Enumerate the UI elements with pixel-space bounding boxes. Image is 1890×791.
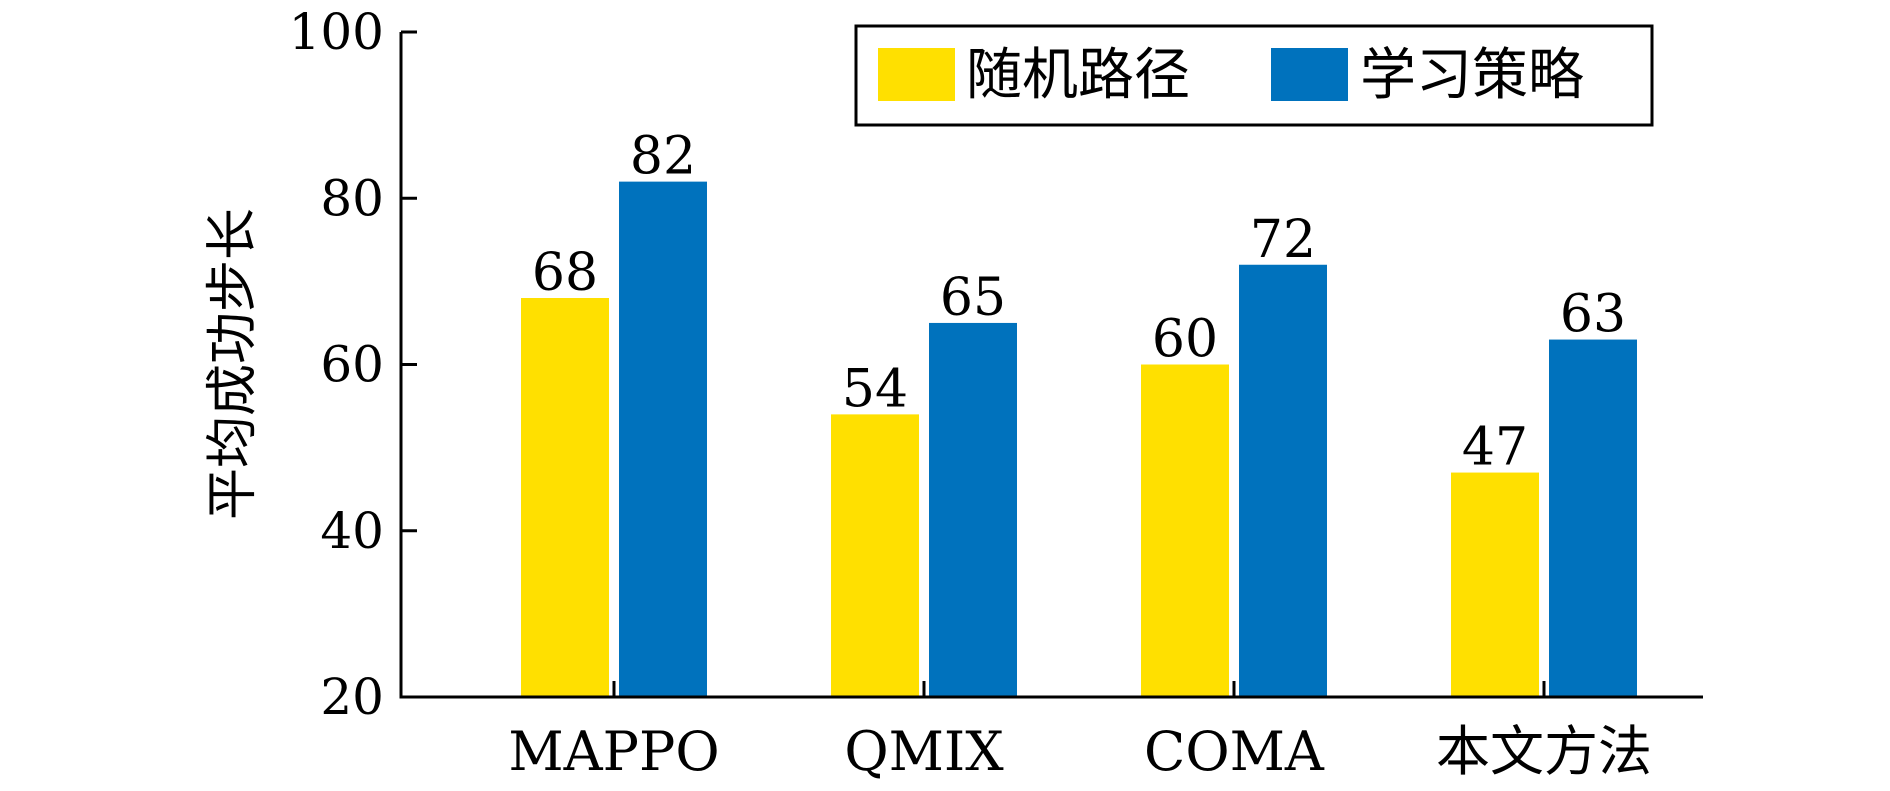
bar-3-0 bbox=[1451, 472, 1539, 697]
bars-group bbox=[521, 181, 1637, 697]
bar-2-0 bbox=[1141, 364, 1229, 697]
y-tick-label-0: 20 bbox=[320, 668, 384, 726]
value-label-3-0: 47 bbox=[1462, 418, 1528, 478]
y-tick-label-2: 60 bbox=[320, 336, 384, 394]
value-label-3-1: 63 bbox=[1560, 285, 1626, 345]
x-ticks-group: MAPPO QMIX COMA 本文方法 bbox=[508, 681, 1652, 783]
legend-box bbox=[854, 24, 1654, 127]
value-label-1-0: 54 bbox=[842, 359, 908, 419]
bar-1-0 bbox=[831, 414, 919, 697]
bar-2-1 bbox=[1239, 264, 1327, 697]
y-axis-label: 平均成功步长 bbox=[203, 208, 263, 520]
legend-label-random-path: 随机路径 bbox=[966, 43, 1190, 108]
value-label-0-0: 68 bbox=[532, 243, 598, 303]
x-tick-label-0: MAPPO bbox=[508, 720, 719, 783]
y-tick-label-4: 100 bbox=[289, 3, 384, 61]
value-label-1-1: 65 bbox=[940, 268, 1006, 328]
x-tick-label-1: QMIX bbox=[844, 720, 1004, 783]
x-tick-label-3: 本文方法 bbox=[1436, 720, 1652, 783]
legend-swatch-random-path bbox=[878, 48, 955, 101]
x-tick-label-2: COMA bbox=[1144, 720, 1325, 783]
legend: 随机路径 学习策略 bbox=[854, 24, 1654, 127]
value-label-2-0: 60 bbox=[1152, 310, 1218, 370]
bar-0-0 bbox=[521, 298, 609, 697]
value-label-2-1: 72 bbox=[1250, 210, 1316, 270]
legend-label-learned-policy: 学习策略 bbox=[1360, 43, 1584, 108]
value-labels-group: 68 82 54 65 60 72 47 63 bbox=[532, 127, 1626, 478]
bar-0-1 bbox=[619, 181, 707, 697]
bar-3-1 bbox=[1549, 339, 1637, 697]
y-ticks-group: 20 40 60 80 100 bbox=[289, 3, 417, 726]
legend-swatch-learned-policy bbox=[1271, 48, 1348, 101]
value-label-0-1: 82 bbox=[630, 127, 696, 187]
bar-1-1 bbox=[929, 322, 1017, 697]
y-tick-label-1: 40 bbox=[320, 502, 384, 560]
y-tick-label-3: 80 bbox=[320, 169, 384, 227]
